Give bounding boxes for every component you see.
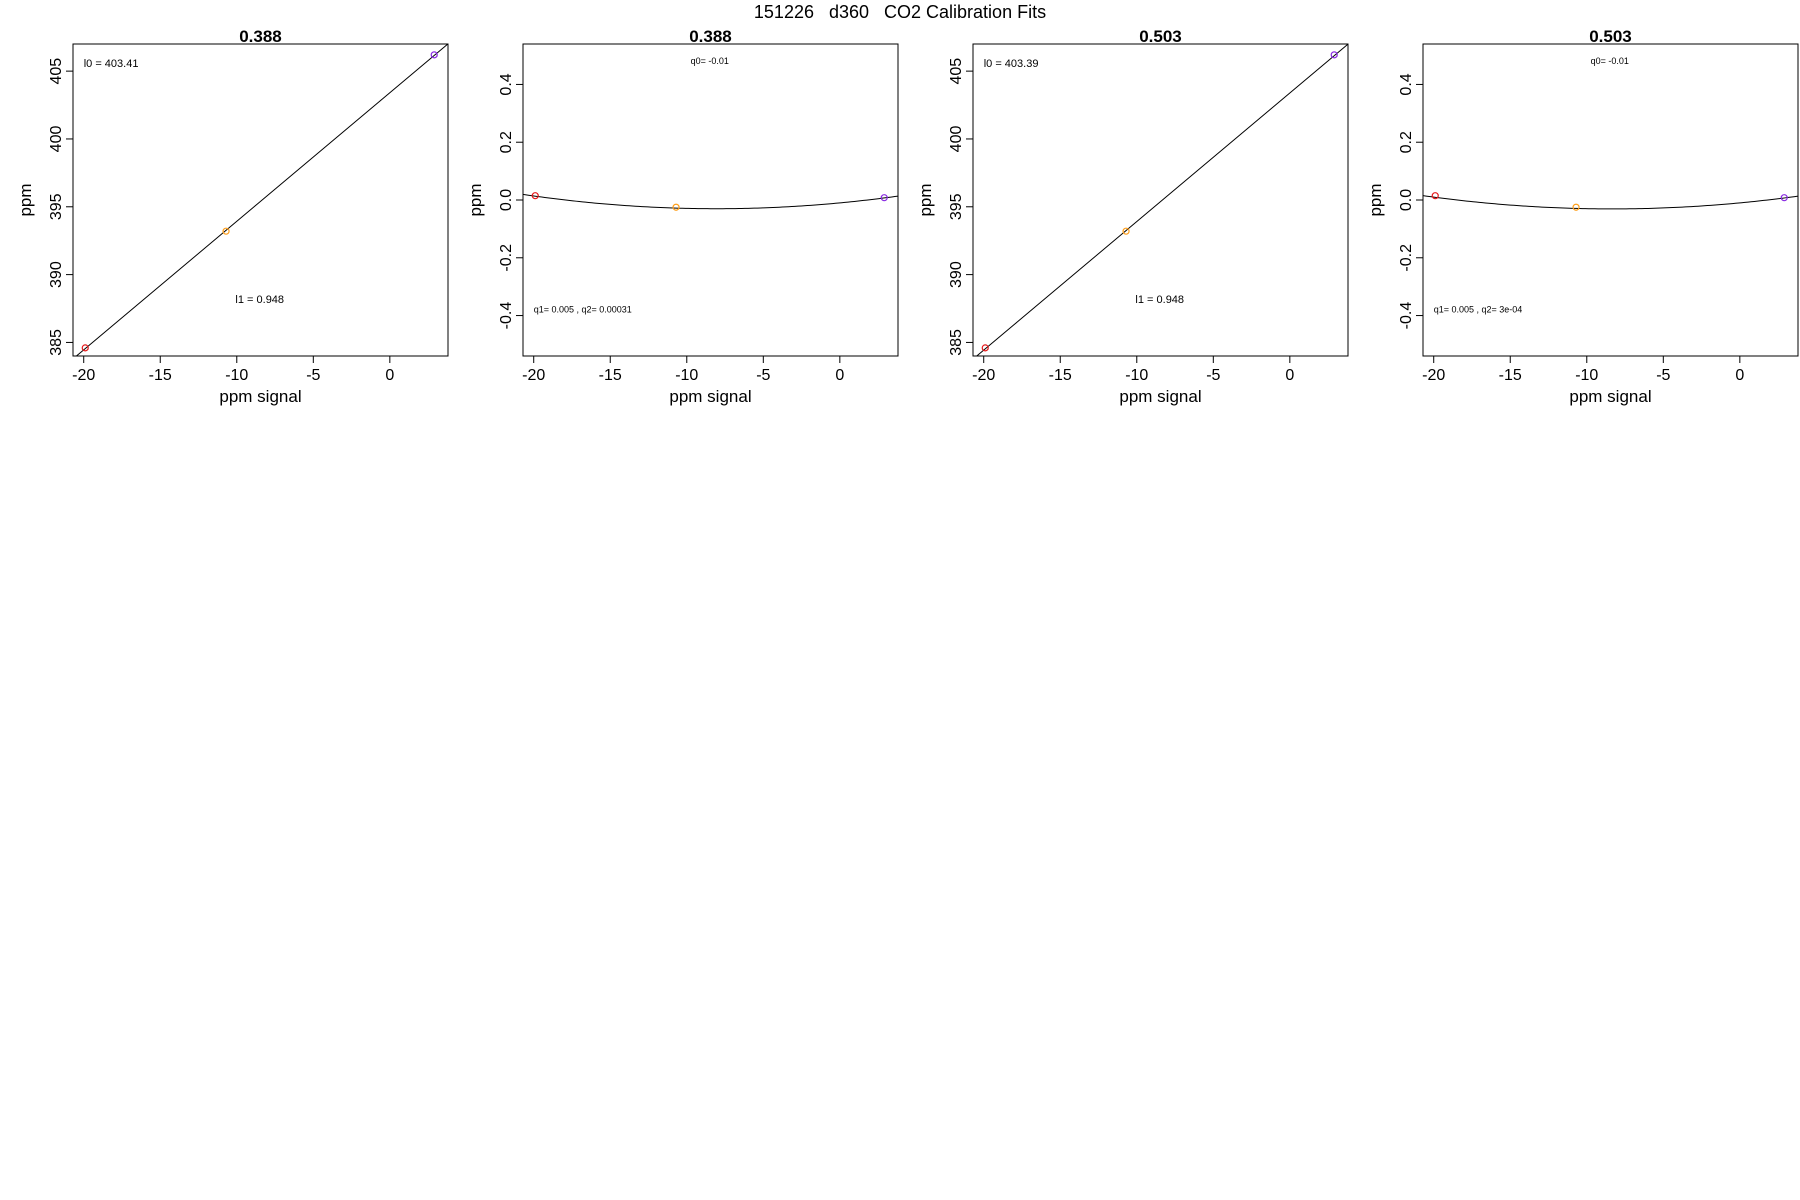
chart-3-x-tick-label: -5 <box>1206 367 1220 384</box>
chart-2-x-tick-label: -15 <box>599 367 622 384</box>
chart-1-y-tick-label: 385 <box>48 329 65 356</box>
chart-3-plot-frame <box>972 43 1349 357</box>
chart-1-x-tick-label: -15 <box>149 367 172 384</box>
chart-3-y-tick-label: 400 <box>948 126 965 153</box>
chart-1-y-tick-label: 405 <box>48 58 65 85</box>
chart-2-x-tick-label: -10 <box>675 367 698 384</box>
chart-4-data-point <box>1780 194 1788 202</box>
chart-4-data-point <box>1431 192 1439 200</box>
chart-2-data-point <box>880 194 888 202</box>
chart-1-plot-frame <box>72 43 449 357</box>
chart-2-y-tick-label: 0.2 <box>498 131 515 153</box>
chart-1-y-axis-label: ppm <box>16 183 35 216</box>
chart-2-title: 0.388 <box>689 27 732 46</box>
chart-3-y-tick-label: 395 <box>948 193 965 220</box>
chart-1-y-tick-label: 395 <box>48 193 65 220</box>
chart-3-annotation: l1 = 0.948 <box>1135 294 1184 306</box>
chart-3-title: 0.503 <box>1139 27 1182 46</box>
figure-title: 151226 d360 CO2 Calibration Fits <box>753 2 1047 22</box>
chart-2-y-tick-label: -0.2 <box>498 244 515 272</box>
chart-3-x-tick-label: -20 <box>972 367 995 384</box>
chart-1-data-point <box>222 227 230 235</box>
chart-3-y-tick-label: 385 <box>948 329 965 356</box>
chart-4-y-tick-label: 0.2 <box>1398 131 1415 153</box>
chart-4-title: 0.503 <box>1589 27 1632 46</box>
chart-1-fit-line <box>75 44 448 356</box>
chart-3-y-tick-label: 390 <box>948 261 965 288</box>
chart-4-x-tick-label: -10 <box>1575 367 1598 384</box>
chart-1-y-tick-label: 400 <box>48 126 65 153</box>
chart-2-fit-line <box>523 193 898 210</box>
chart-4-y-tick-label: 0.4 <box>1398 73 1415 95</box>
chart-1-data-point <box>430 51 438 59</box>
chart-4-annotation: q1= 0.005 , q2= 3e-04 <box>1434 305 1523 315</box>
chart-1-annotation: l0 = 403.41 <box>84 58 139 70</box>
chart-2-x-tick-label: -20 <box>522 367 545 384</box>
chart-4-y-tick-label: -0.2 <box>1398 244 1415 272</box>
chart-4-x-axis-label: ppm signal <box>1569 387 1651 406</box>
chart-1-title: 0.388 <box>239 27 282 46</box>
chart-1-x-tick-label: 0 <box>385 367 394 384</box>
chart-4-y-tick-label: -0.4 <box>1398 302 1415 330</box>
chart-3-y-tick-label: 405 <box>948 58 965 85</box>
chart-4-fit-line <box>1423 195 1798 210</box>
chart-2-y-tick-label: 0.4 <box>498 73 515 95</box>
chart-4-x-tick-label: 0 <box>1735 367 1744 384</box>
chart-2-x-tick-label: -5 <box>756 367 770 384</box>
chart-3-data-point <box>981 344 989 352</box>
chart-2-x-axis-label: ppm signal <box>669 387 751 406</box>
chart-2-data-point <box>672 203 680 211</box>
chart-2-annotation: q1= 0.005 , q2= 0.00031 <box>534 305 632 315</box>
chart-3-annotation: l0 = 403.39 <box>984 58 1039 70</box>
chart-2-y-tick-label: 0.0 <box>498 189 515 211</box>
chart-4-annotation: q0= -0.01 <box>1591 56 1629 66</box>
chart-3-x-tick-label: -10 <box>1125 367 1148 384</box>
chart-3-x-axis-label: ppm signal <box>1119 387 1201 406</box>
chart-2-y-axis-label: ppm <box>466 183 485 216</box>
chart-2-data-point <box>531 192 539 200</box>
chart-1-x-tick-label: -10 <box>225 367 248 384</box>
chart-3-y-axis-label: ppm <box>916 183 935 216</box>
chart-3-data-point <box>1122 227 1130 235</box>
chart-4-y-axis-label: ppm <box>1366 183 1385 216</box>
chart-2-y-tick-label: -0.4 <box>498 302 515 330</box>
chart-3-data-point <box>1330 51 1338 59</box>
chart-1-data-point <box>81 344 89 352</box>
chart-2-annotation: q0= -0.01 <box>691 56 729 66</box>
chart-4-data-point <box>1572 203 1580 211</box>
chart-4-x-tick-label: -5 <box>1656 367 1670 384</box>
chart-2-x-tick-label: 0 <box>835 367 844 384</box>
chart-4-x-tick-label: -20 <box>1422 367 1445 384</box>
chart-3-fit-line <box>975 44 1348 356</box>
chart-3-x-tick-label: -15 <box>1049 367 1072 384</box>
chart-1-x-tick-label: -5 <box>306 367 320 384</box>
chart-1-x-axis-label: ppm signal <box>219 387 301 406</box>
chart-1-y-tick-label: 390 <box>48 261 65 288</box>
chart-4-y-tick-label: 0.0 <box>1398 189 1415 211</box>
chart-1-annotation: l1 = 0.948 <box>235 294 284 306</box>
chart-4-x-tick-label: -15 <box>1499 367 1522 384</box>
chart-1-x-tick-label: -20 <box>72 367 95 384</box>
chart-3-x-tick-label: 0 <box>1285 367 1294 384</box>
